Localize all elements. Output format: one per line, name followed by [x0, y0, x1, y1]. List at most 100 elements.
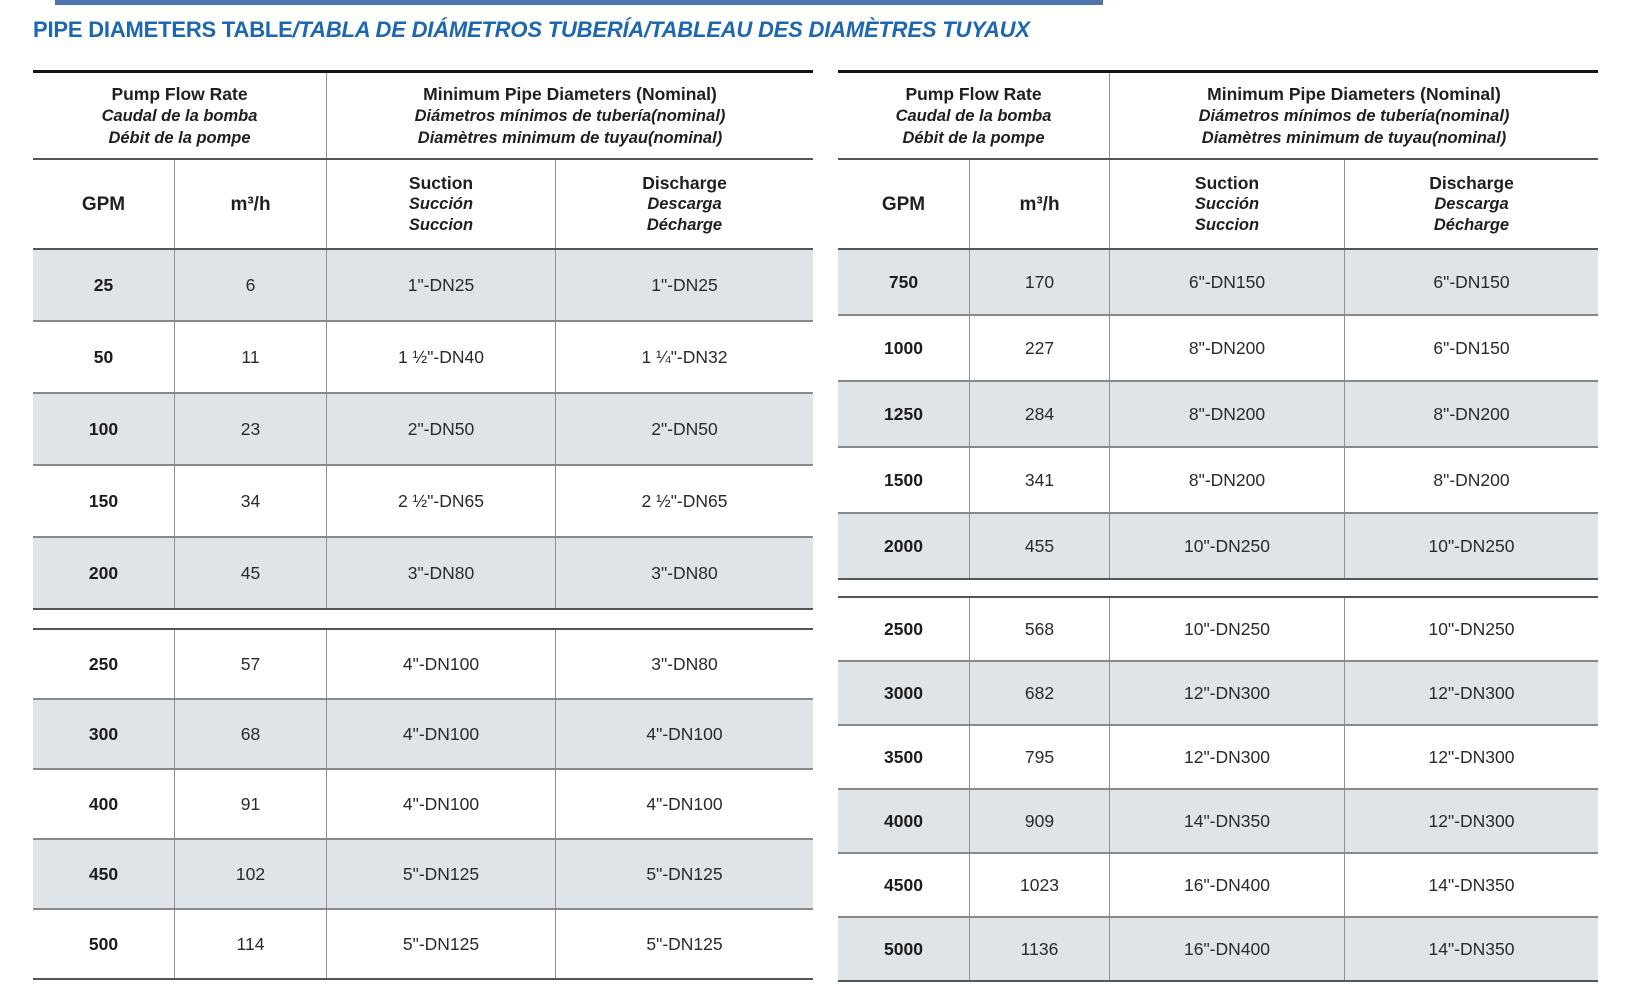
discharge-value: 1"-DN25 [651, 274, 718, 295]
table-row: 2000 455 10"-DN250 10"-DN250 [838, 512, 1598, 578]
m3h-value: 1023 [970, 854, 1110, 916]
discharge-value: 14"-DN350 [1428, 874, 1515, 895]
suction-value: 8"-DN200 [1110, 316, 1345, 380]
suction-value: 5"-DN125 [327, 840, 556, 908]
discharge-value: 4"-DN100 [646, 793, 723, 814]
section-gap [838, 580, 1598, 596]
header-line: Diámetros mínimos de tubería(nominal) [414, 106, 726, 125]
header-line: Minimum Pipe Diameters (Nominal) [423, 83, 717, 104]
gpm-value: 750 [838, 250, 970, 314]
suction-value: 3"-DN80 [327, 538, 556, 608]
m3h-value: 23 [175, 394, 327, 464]
gpm-value: 150 [33, 466, 175, 536]
discharge-value: 4"-DN100 [646, 723, 723, 744]
discharge-column-header: Discharge Descarga Décharge [1345, 160, 1598, 248]
discharge-value: 12"-DN300 [1428, 682, 1515, 703]
gpm-value: 4000 [838, 790, 970, 852]
discharge-column-header: Discharge Descarga Décharge [556, 160, 813, 248]
suction-value: 8"-DN200 [1110, 448, 1345, 512]
gpm-value: 300 [33, 700, 175, 768]
page-title: PIPE DIAMETERS TABLE/TABLA DE DIÁMETROS … [33, 17, 1030, 43]
m3h-value: 6 [175, 250, 327, 320]
m3h-value: 34 [175, 466, 327, 536]
table-section-2: 2500 568 10"-DN250 10"-DN250 3000 682 12"-DN30… [838, 596, 1598, 982]
pipe-table-left: Pump Flow Rate Caudal de la bomba Débit … [33, 70, 813, 980]
gpm-value: 450 [33, 840, 175, 908]
suction-value: 8"-DN200 [1110, 382, 1345, 446]
group-header-row: Pump Flow Rate Caudal de la bomba Débit … [33, 73, 813, 160]
table-row: 4500 1023 16"-DN400 14"-DN350 [838, 852, 1598, 916]
gpm-value: 2500 [838, 598, 970, 660]
header-line: Succión [1194, 194, 1260, 213]
column-header-row: GPM m³/h Suction Succión Succion Dischar… [33, 160, 813, 250]
m3h-value: 227 [970, 316, 1110, 380]
table-row: 4000 909 14"-DN350 12"-DN300 [838, 788, 1598, 852]
discharge-value: 5"-DN125 [646, 933, 723, 954]
header-line: Pump Flow Rate [905, 83, 1042, 104]
suction-value: 1"-DN25 [327, 250, 556, 320]
gpm-value: 100 [33, 394, 175, 464]
header-line: m³/h [1019, 193, 1060, 215]
table-row: 200 45 3"-DN80 3"-DN80 [33, 536, 813, 608]
m3h-value: 909 [970, 790, 1110, 852]
header-line: Décharge [646, 215, 723, 234]
discharge-value: 3"-DN80 [651, 562, 718, 583]
header-line: Caudal de la bomba [895, 106, 1052, 125]
header-line: Diámetros mínimos de tubería(nominal) [1198, 106, 1510, 125]
m3h-value: 68 [175, 700, 327, 768]
table-row: 50 11 1 ½"-DN40 1 ¼"-DN32 [33, 320, 813, 392]
m3h-column-header: m³/h [175, 160, 327, 248]
table-row: 25 6 1"-DN25 1"-DN25 [33, 250, 813, 320]
min-pipe-diameters-header: Minimum Pipe Diameters (Nominal) Diámetr… [1110, 73, 1598, 158]
m3h-value: 682 [970, 662, 1110, 724]
table-section-2: 250 57 4"-DN100 3"-DN80 300 68 4"-DN100 4"-DN10… [33, 628, 813, 980]
gpm-column-header: GPM [838, 160, 970, 248]
suction-value: 2"-DN50 [327, 394, 556, 464]
header-line: Décharge [1433, 215, 1510, 234]
gpm-value: 5000 [838, 918, 970, 980]
table-row: 3000 682 12"-DN300 12"-DN300 [838, 660, 1598, 724]
m3h-value: 1136 [970, 918, 1110, 980]
discharge-value: 6"-DN150 [1433, 271, 1510, 292]
header-line: Descarga [647, 194, 722, 213]
table-row: 150 34 2 ½"-DN65 2 ½"-DN65 [33, 464, 813, 536]
header-line: Débit de la pompe [902, 128, 1045, 147]
suction-value: 12"-DN300 [1110, 726, 1345, 788]
header-line: Diamètres minimum de tuyau(nominal) [417, 128, 723, 147]
m3h-value: 91 [175, 770, 327, 838]
suction-value: 5"-DN125 [327, 910, 556, 978]
suction-value: 12"-DN300 [1110, 662, 1345, 724]
header-line: Caudal de la bomba [101, 106, 258, 125]
header-line: Minimum Pipe Diameters (Nominal) [1207, 83, 1501, 104]
header-line: Descarga [1434, 194, 1509, 213]
suction-value: 4"-DN100 [327, 630, 556, 698]
discharge-value: 10"-DN250 [1428, 618, 1515, 639]
suction-value: 4"-DN100 [327, 700, 556, 768]
header-line: Succion [1194, 215, 1260, 234]
suction-column-header: Suction Succión Succion [327, 160, 556, 248]
header-line: Discharge [1429, 172, 1514, 193]
gpm-value: 1000 [838, 316, 970, 380]
table-row: 2500 568 10"-DN250 10"-DN250 [838, 598, 1598, 660]
table-row: 300 68 4"-DN100 4"-DN100 [33, 698, 813, 768]
header-line: Diamètres minimum de tuyau(nominal) [1201, 128, 1507, 147]
gpm-value: 400 [33, 770, 175, 838]
discharge-value: 6"-DN150 [1433, 337, 1510, 358]
table-section-1: 750 170 6"-DN150 6"-DN150 1000 227 8"-DN200 6"-… [838, 250, 1598, 580]
table-row: 250 57 4"-DN100 3"-DN80 [33, 630, 813, 698]
m3h-value: 57 [175, 630, 327, 698]
m3h-value: 795 [970, 726, 1110, 788]
header-line: GPM [881, 193, 926, 215]
table-row: 1250 284 8"-DN200 8"-DN200 [838, 380, 1598, 446]
discharge-value: 3"-DN80 [651, 653, 718, 674]
title-english: PIPE DIAMETERS TABLE [33, 17, 293, 42]
discharge-value: 8"-DN200 [1433, 403, 1510, 424]
table-row: 1500 341 8"-DN200 8"-DN200 [838, 446, 1598, 512]
gpm-value: 1500 [838, 448, 970, 512]
header-line: Succion [408, 215, 474, 234]
gpm-value: 50 [33, 322, 175, 392]
pump-flow-rate-header: Pump Flow Rate Caudal de la bomba Débit … [838, 73, 1110, 158]
discharge-value: 12"-DN300 [1428, 746, 1515, 767]
suction-value: 14"-DN350 [1110, 790, 1345, 852]
